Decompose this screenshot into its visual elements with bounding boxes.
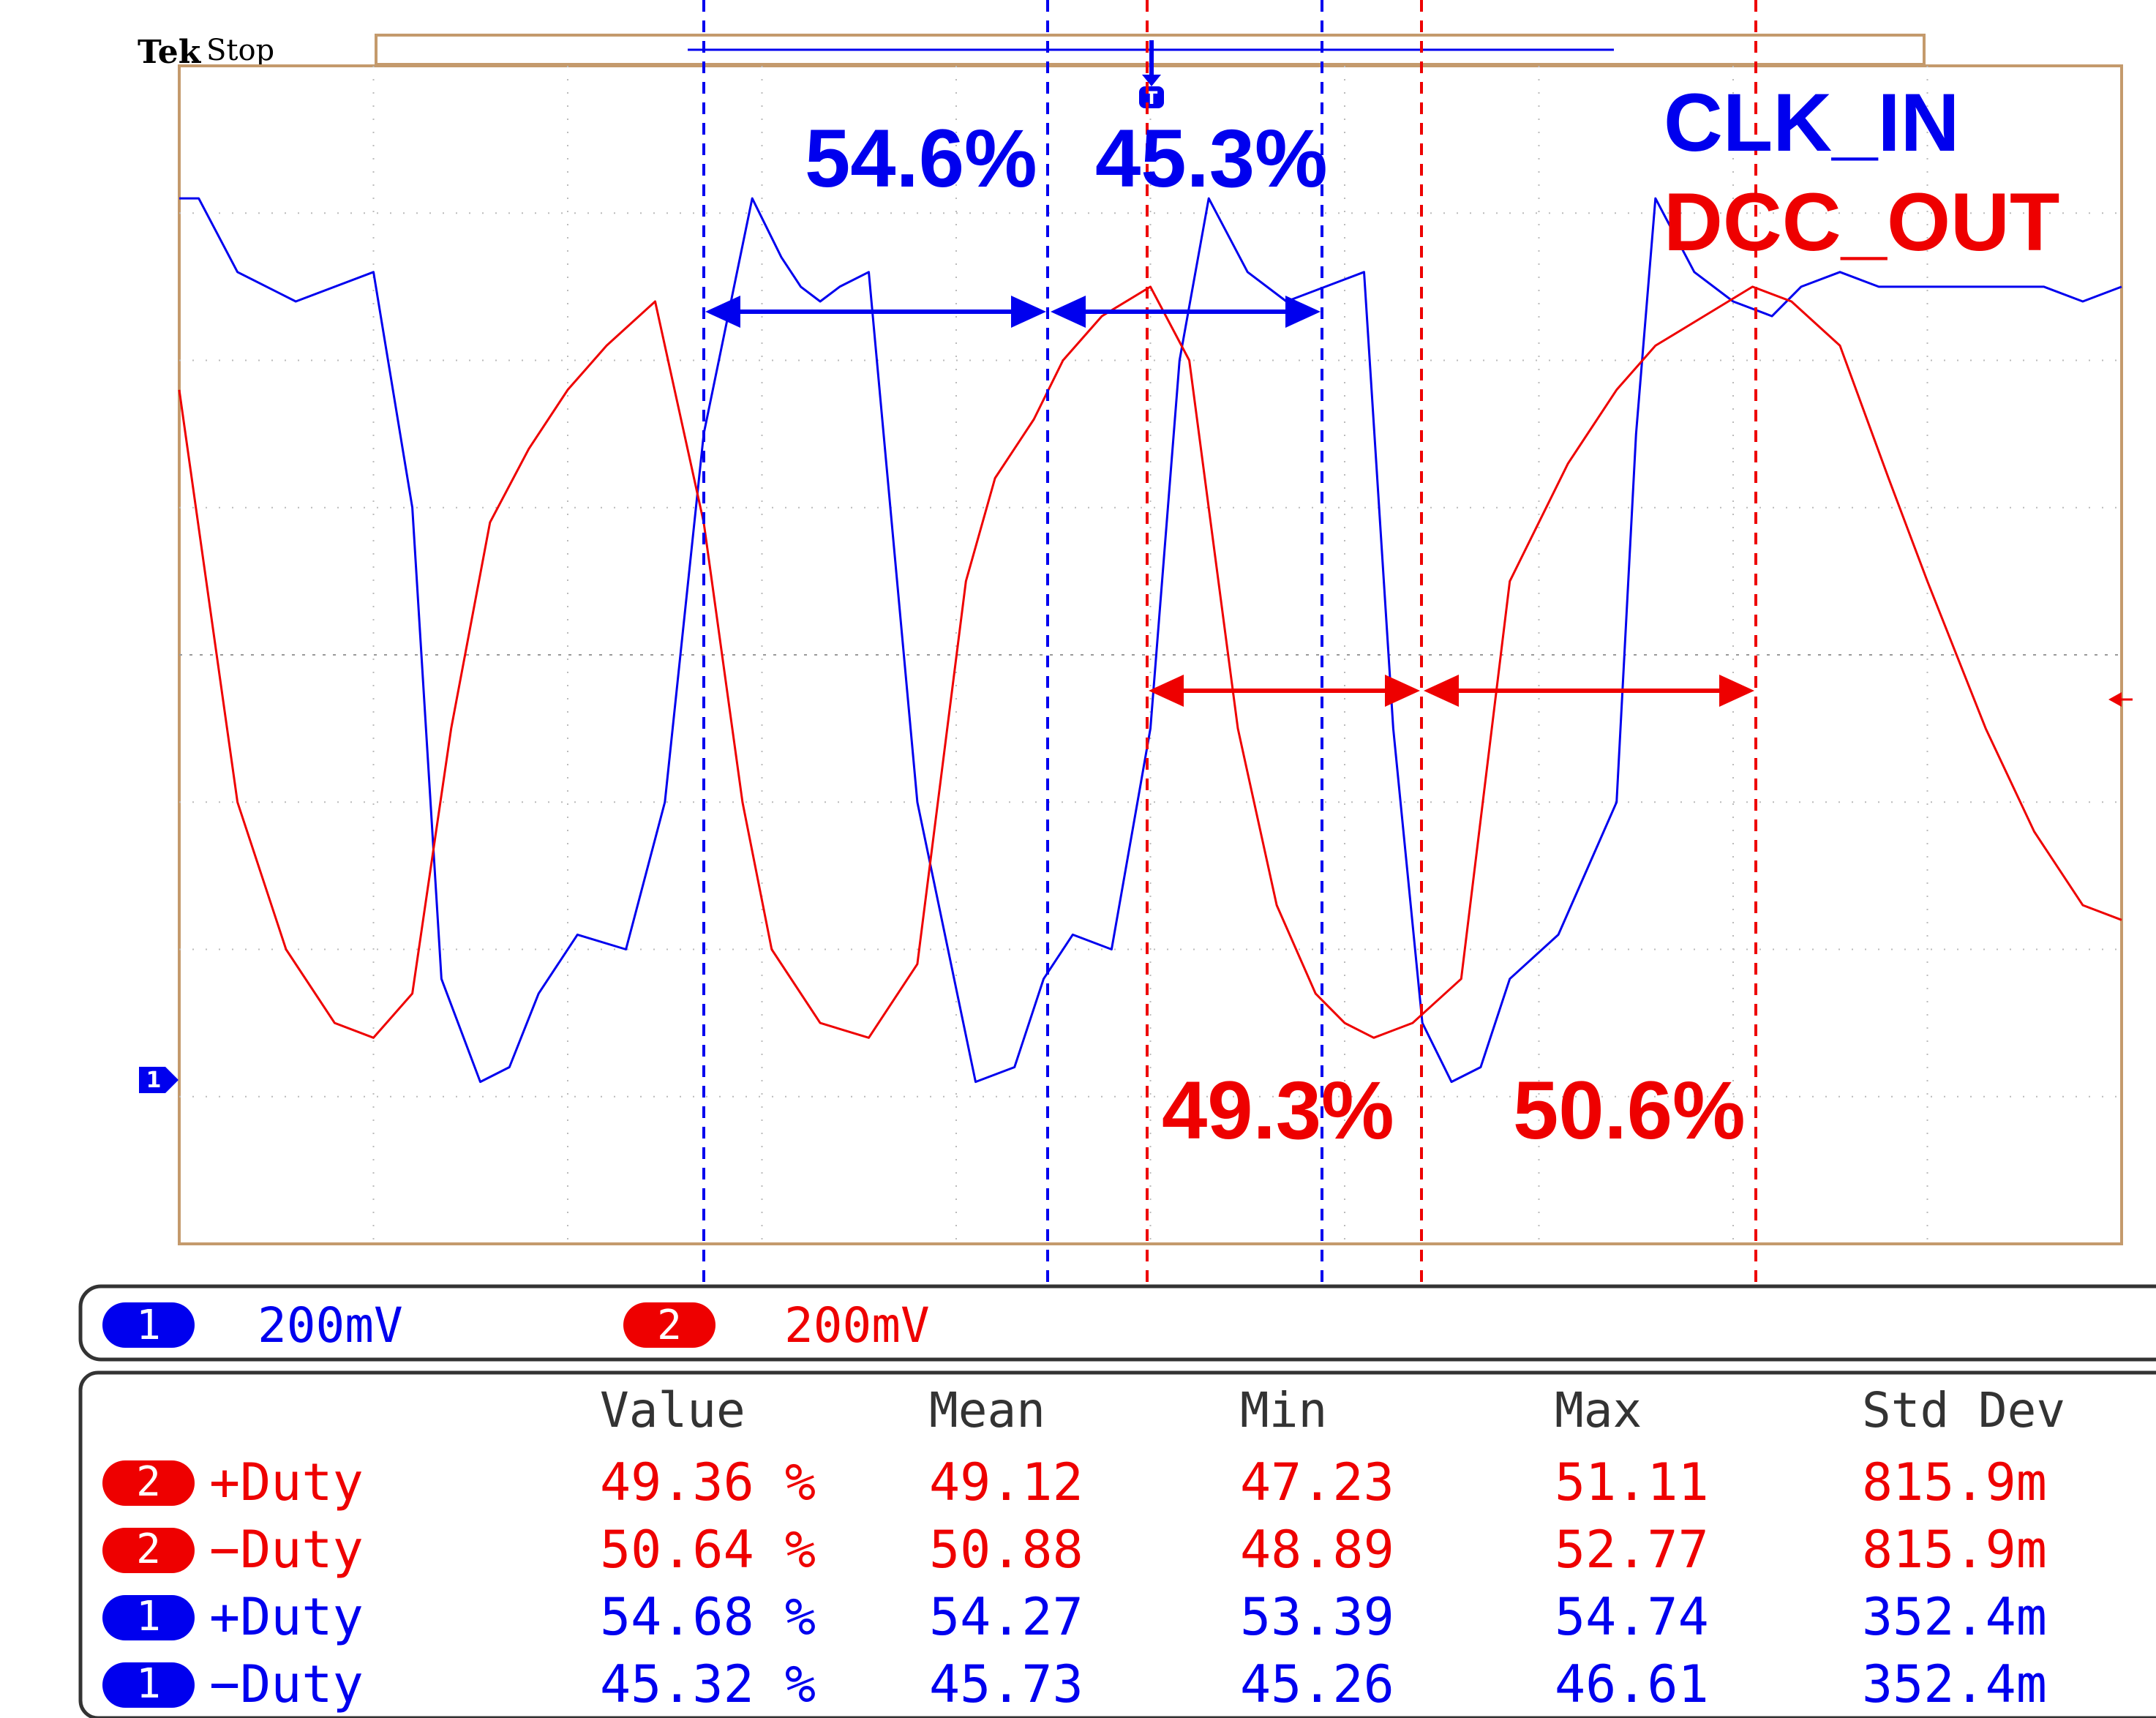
arrow-dcc-high [1149, 675, 1420, 707]
ch1-ground-marker-label: 1 [146, 1068, 162, 1093]
measurement-row: 1 +Duty 54.68 % 54.27 53.39 54.74 352.4m [102, 1587, 2047, 1647]
measurement-std: 815.9m [1862, 1520, 2047, 1580]
measurement-name: +Duty [209, 1452, 364, 1512]
header-mean: Mean [929, 1382, 1045, 1438]
waveform-traces [178, 197, 2122, 1084]
measurement-std: 815.9m [1862, 1452, 2047, 1512]
measurement-max: 46.61 [1555, 1654, 1709, 1714]
measurement-row: 1 −Duty 45.32 % 45.73 45.26 46.61 352.4m [102, 1654, 2047, 1714]
measurement-mean: 50.88 [929, 1520, 1083, 1580]
arrow-dcc-low [1424, 675, 1754, 707]
ch1-scale-badge: 1 [136, 1302, 161, 1349]
trigger-marker-label: T [1146, 88, 1158, 108]
measurement-min: 48.89 [1240, 1520, 1394, 1580]
measurement-name: −Duty [209, 1520, 364, 1580]
measurement-row: 2 −Duty 50.64 % 50.88 48.89 52.77 815.9m [102, 1520, 2047, 1580]
measurement-max: 51.11 [1555, 1452, 1709, 1512]
measurement-mean: 49.12 [929, 1452, 1083, 1512]
measurement-name: +Duty [209, 1587, 364, 1647]
measurement-value: 45.32 % [600, 1654, 816, 1714]
channel-badge-label: 2 [136, 1458, 161, 1506]
header-min: Min [1240, 1382, 1327, 1438]
ch2-scale-badge: 2 [657, 1302, 682, 1349]
ch1-scale-value: 200mV [258, 1297, 403, 1354]
channel-badge-label: 2 [136, 1526, 161, 1573]
acquisition-state: Stop [206, 34, 274, 67]
measurement-mean: 45.73 [929, 1654, 1083, 1714]
measurement-value: 50.64 % [600, 1520, 816, 1580]
measurement-mean: 54.27 [929, 1587, 1083, 1647]
measurement-min: 53.39 [1240, 1587, 1394, 1647]
cursor-lines [702, 0, 1757, 1310]
trigger-marker: T [1139, 40, 1164, 108]
measurement-name: −Duty [209, 1654, 364, 1714]
measurement-std: 352.4m [1862, 1587, 2047, 1647]
measurement-panel: Value Mean Min Max Std Dev 2 +Duty 49.36 % 49.12… [78, 1370, 2156, 1718]
measurement-min: 47.23 [1240, 1452, 1394, 1512]
measurement-max: 52.77 [1555, 1520, 1709, 1580]
scale-bar: 1 200mV 2 200mV [78, 1284, 2156, 1362]
channel-badge-label: 1 [136, 1660, 161, 1708]
legend-clk-in: CLK_IN [1664, 77, 1959, 168]
annotation-clk-low: 45.3% [1095, 113, 1328, 204]
channel-badge-label: 1 [136, 1593, 161, 1640]
measurement-row: 2 +Duty 49.36 % 49.12 47.23 51.11 815.9m [102, 1452, 2047, 1512]
ch1-ground-marker: 1 [139, 1067, 179, 1093]
ch2-scale-value: 200mV [784, 1297, 930, 1354]
measurement-std: 352.4m [1862, 1654, 2047, 1714]
header-max: Max [1555, 1382, 1642, 1438]
measurement-min: 45.26 [1240, 1654, 1394, 1714]
channel-badge [102, 1595, 195, 1640]
channel-badge [102, 1528, 195, 1573]
ch2-level-marker [2108, 692, 2133, 707]
channel-badge [102, 1460, 195, 1506]
channel-badge [102, 1662, 195, 1708]
annotation-dcc-high: 49.3% [1162, 1065, 1394, 1156]
annotation-dcc-low: 50.6% [1513, 1065, 1746, 1156]
measurement-max: 54.74 [1555, 1587, 1709, 1647]
legend-dcc-out: DCC_OUT [1664, 176, 2059, 268]
header-value: Value [600, 1382, 745, 1438]
trace-clk-in [179, 197, 2122, 1084]
trace-dcc-out [178, 285, 2122, 1039]
header-std-dev: Std Dev [1862, 1382, 2065, 1438]
measurement-value: 54.68 % [600, 1587, 816, 1647]
arrow-clk-high [705, 296, 1046, 328]
arrow-clk-low [1051, 296, 1321, 328]
measurement-value: 49.36 % [600, 1452, 816, 1512]
duty-arrows [705, 296, 1754, 707]
annotation-clk-high: 54.6% [805, 113, 1037, 204]
